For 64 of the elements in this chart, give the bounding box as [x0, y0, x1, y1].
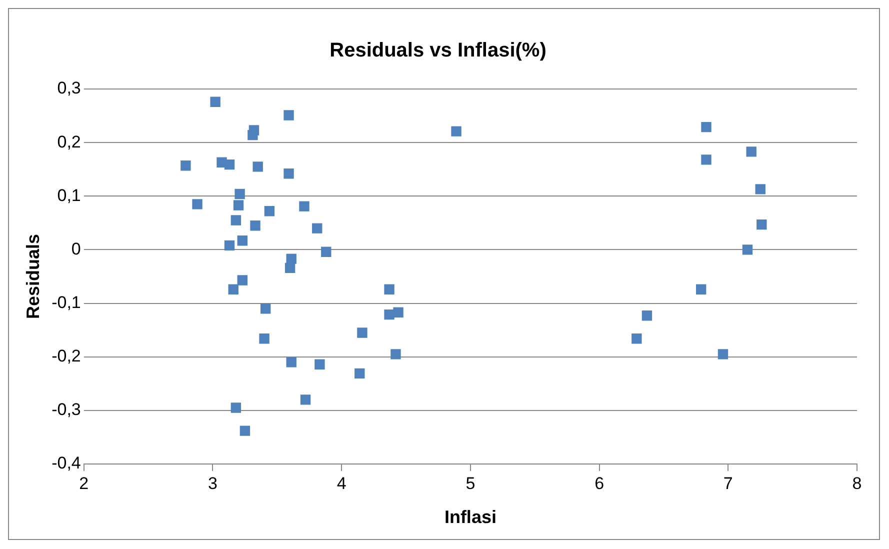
y-tick-label: 0 — [71, 239, 81, 258]
point — [284, 168, 294, 179]
point — [701, 154, 712, 165]
point — [451, 126, 462, 136]
point — [393, 307, 404, 318]
y-tick-label: 0,2 — [57, 132, 81, 152]
point — [234, 188, 245, 200]
point — [260, 304, 271, 314]
point — [230, 215, 242, 226]
point — [264, 206, 275, 216]
point — [237, 236, 248, 246]
x-tick-label: 5 — [466, 474, 476, 493]
point — [286, 357, 296, 368]
point — [180, 160, 191, 171]
point — [357, 328, 368, 338]
x-tick-label: 4 — [336, 474, 346, 493]
point — [696, 284, 706, 294]
point — [384, 284, 394, 294]
point — [240, 426, 250, 436]
point — [210, 96, 220, 107]
point — [642, 310, 652, 321]
point — [746, 146, 756, 157]
point — [742, 244, 753, 255]
y-tick-label: -0,1 — [52, 292, 81, 312]
y-tick-label: 0,1 — [57, 186, 81, 205]
point — [701, 122, 712, 132]
point — [284, 262, 296, 274]
y-tick-label: -0,3 — [52, 400, 81, 420]
point — [284, 110, 294, 120]
point — [224, 240, 235, 251]
x-tick-label: 7 — [723, 474, 733, 493]
point — [259, 334, 270, 344]
x-tick-label: 8 — [852, 474, 862, 493]
point — [237, 275, 248, 286]
point — [390, 349, 401, 360]
x-tick-label: 6 — [594, 474, 604, 493]
point — [756, 219, 767, 230]
point — [248, 130, 258, 140]
chart-title: Residuals vs Inflasi(%) — [330, 40, 546, 62]
point — [250, 220, 260, 231]
point — [718, 349, 728, 360]
point — [228, 284, 238, 294]
x-axis-title: Inflasi — [444, 507, 496, 528]
point — [224, 159, 235, 170]
point — [755, 184, 766, 194]
point — [252, 162, 263, 172]
point — [230, 402, 242, 413]
point — [286, 254, 296, 264]
point — [314, 359, 325, 370]
point — [312, 223, 322, 234]
y-tick-label: -0,4 — [52, 454, 81, 473]
x-tick-label: 2 — [79, 474, 89, 493]
point — [192, 199, 202, 210]
x-tick-label: 3 — [208, 474, 218, 493]
point — [321, 246, 332, 257]
y-axis-title: Residuals — [22, 234, 43, 320]
point — [299, 201, 310, 212]
point — [384, 309, 394, 320]
point — [233, 200, 244, 210]
point — [354, 368, 365, 379]
point — [300, 394, 311, 405]
y-tick-label: -0,2 — [52, 346, 81, 366]
y-tick-label: 0,3 — [57, 78, 81, 98]
point — [632, 334, 642, 344]
